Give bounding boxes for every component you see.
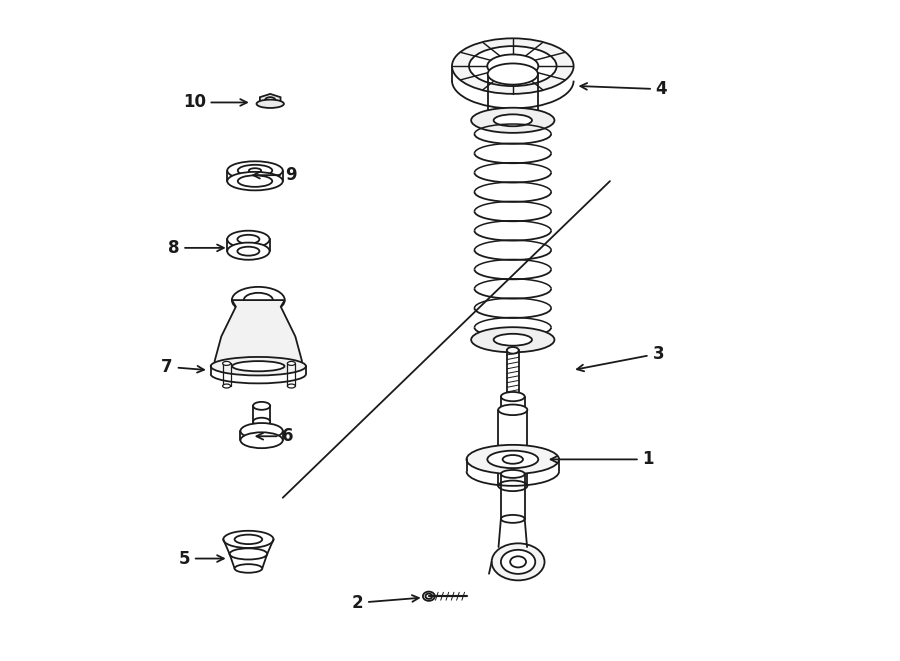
Ellipse shape: [423, 592, 435, 601]
Ellipse shape: [211, 357, 306, 375]
Polygon shape: [260, 94, 281, 107]
Ellipse shape: [472, 327, 554, 352]
Text: 1: 1: [551, 450, 654, 469]
Ellipse shape: [238, 235, 259, 244]
Ellipse shape: [232, 287, 284, 313]
Text: 7: 7: [161, 358, 204, 376]
Ellipse shape: [244, 293, 273, 307]
Ellipse shape: [510, 557, 526, 567]
Text: 5: 5: [178, 549, 224, 568]
Ellipse shape: [501, 470, 525, 478]
Ellipse shape: [487, 451, 538, 468]
Ellipse shape: [232, 361, 284, 371]
Ellipse shape: [253, 402, 270, 410]
Ellipse shape: [426, 594, 432, 599]
Ellipse shape: [287, 384, 295, 388]
Ellipse shape: [240, 423, 283, 439]
Ellipse shape: [240, 432, 283, 448]
Text: 10: 10: [183, 93, 247, 112]
Ellipse shape: [227, 172, 283, 190]
Ellipse shape: [235, 535, 262, 544]
Ellipse shape: [501, 405, 525, 414]
Polygon shape: [215, 300, 302, 366]
Ellipse shape: [488, 108, 538, 130]
Ellipse shape: [238, 165, 272, 176]
Ellipse shape: [227, 161, 283, 180]
Ellipse shape: [502, 455, 523, 464]
Ellipse shape: [499, 405, 527, 415]
Ellipse shape: [238, 175, 272, 187]
Ellipse shape: [507, 347, 518, 354]
Text: 2: 2: [352, 594, 419, 612]
Ellipse shape: [249, 169, 261, 173]
Ellipse shape: [253, 418, 270, 426]
Ellipse shape: [493, 334, 532, 346]
Ellipse shape: [235, 564, 262, 572]
Text: 8: 8: [168, 239, 224, 257]
Ellipse shape: [466, 445, 559, 474]
Ellipse shape: [472, 108, 554, 133]
Ellipse shape: [469, 46, 556, 86]
Text: 3: 3: [577, 344, 664, 371]
Ellipse shape: [222, 362, 230, 366]
Text: 4: 4: [580, 80, 667, 98]
Ellipse shape: [501, 392, 525, 401]
Text: 6: 6: [256, 427, 293, 446]
Ellipse shape: [230, 549, 267, 559]
Ellipse shape: [491, 543, 544, 580]
Ellipse shape: [265, 97, 275, 104]
Ellipse shape: [493, 114, 532, 126]
Ellipse shape: [501, 515, 525, 523]
Ellipse shape: [222, 384, 230, 388]
Ellipse shape: [287, 362, 295, 366]
Ellipse shape: [452, 38, 573, 94]
Ellipse shape: [488, 63, 538, 85]
Ellipse shape: [238, 247, 259, 256]
Ellipse shape: [507, 393, 518, 400]
Ellipse shape: [256, 100, 284, 108]
Ellipse shape: [227, 231, 269, 248]
Ellipse shape: [487, 54, 538, 78]
Ellipse shape: [223, 531, 274, 548]
Text: 9: 9: [253, 166, 297, 184]
Ellipse shape: [227, 243, 269, 260]
Ellipse shape: [499, 481, 527, 491]
Ellipse shape: [501, 550, 536, 574]
